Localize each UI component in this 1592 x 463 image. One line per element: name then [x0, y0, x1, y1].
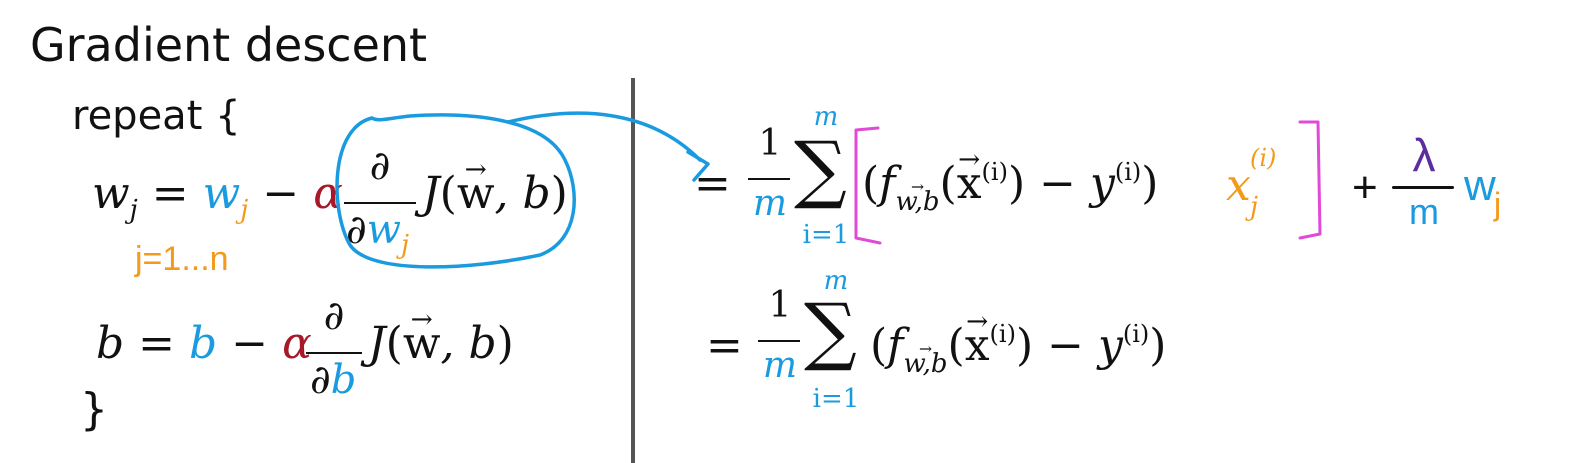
sigma-symbol: ∑	[794, 126, 847, 212]
x-symbol: x	[1226, 160, 1251, 211]
close-paren: )	[1141, 158, 1159, 209]
f-symbol: f	[887, 320, 904, 371]
fraction-bar	[748, 178, 790, 180]
partial-symbol: ∂	[346, 207, 367, 253]
equals-sign: =	[138, 318, 176, 369]
page-title: Gradient descent	[30, 18, 428, 72]
minus-sign: −	[1047, 320, 1084, 371]
J-symbol: J	[422, 168, 440, 219]
w-symbol-blue: w	[1464, 161, 1496, 210]
w-subscript-j-orange: j	[240, 195, 249, 225]
fraction-m: m	[1409, 191, 1439, 232]
x-superscript: (i)	[981, 158, 1008, 186]
close-paren: )	[1015, 320, 1034, 371]
sum-lower-limit: i=1	[802, 220, 850, 250]
w-subscript-j-orange: j	[400, 230, 409, 260]
w-subscript-j: j	[129, 195, 138, 225]
x-j-superscript: (i)	[1250, 144, 1277, 172]
open-paren: (	[947, 320, 965, 371]
fraction-bar	[344, 202, 416, 204]
b-symbol-blue: b	[330, 357, 357, 403]
vector-w: w	[457, 172, 495, 216]
partial-denominator: ∂wj	[346, 207, 409, 258]
cost-function: J(w, b)	[368, 322, 514, 366]
open-paren: (	[862, 158, 880, 209]
equals-sign: =	[151, 168, 189, 219]
pink-right-bracket	[1298, 120, 1322, 240]
vector-x: x	[965, 324, 990, 368]
residual-term: (fw,b(x(i)) − y(i))	[870, 322, 1166, 377]
y-superscript: (i)	[1114, 158, 1142, 186]
fraction-bar	[758, 340, 800, 342]
sum-lower-limit: i=1	[812, 384, 860, 414]
minus-sign: −	[1039, 158, 1076, 209]
open-paren: (	[870, 320, 888, 371]
w-subscript-j-orange: j	[1494, 186, 1502, 222]
f-symbol: f	[879, 158, 896, 209]
partial-numerator: ∂	[369, 143, 391, 189]
circle-annotation	[335, 113, 576, 269]
close-paren: )	[550, 168, 568, 219]
curved-arrow	[506, 111, 702, 162]
fraction-m: m	[752, 183, 788, 224]
f-subscript: w,b	[903, 349, 947, 379]
fraction-one: 1	[768, 285, 792, 326]
x-j-subscript: j	[1250, 192, 1259, 222]
repeat-label: repeat {	[72, 93, 241, 139]
open-paren: (	[439, 168, 457, 219]
fraction-bar	[306, 352, 362, 354]
minus-sign: −	[231, 318, 269, 369]
comma-b: , b	[440, 318, 497, 369]
comma-b: , b	[494, 168, 551, 219]
J-symbol: J	[368, 318, 386, 369]
y-symbol: y	[1098, 320, 1123, 371]
alpha-symbol: α	[282, 318, 312, 369]
w-update-equation: wj = wj − α	[92, 172, 343, 224]
residual-term: (fw,b(x(i)) − y(i))	[862, 160, 1158, 215]
y-superscript: (i)	[1122, 320, 1150, 348]
divider-line	[631, 78, 635, 463]
partial-numerator: ∂	[323, 293, 345, 339]
lambda-symbol: λ	[1412, 129, 1436, 181]
w-symbol-blue: w	[366, 207, 401, 253]
minus-sign: −	[262, 168, 300, 219]
pink-left-bracket	[854, 126, 882, 245]
y-symbol: y	[1090, 158, 1115, 209]
fraction-bar	[1392, 186, 1454, 189]
close-paren: )	[1149, 320, 1167, 371]
partial-denominator: ∂b	[310, 360, 356, 400]
close-paren: )	[1007, 158, 1026, 209]
cost-function: J(w, b)	[422, 172, 568, 216]
plus-sign: +	[1352, 163, 1378, 212]
x-j-term: x	[1226, 164, 1251, 208]
fraction-one: 1	[758, 123, 782, 164]
open-paren: (	[385, 318, 403, 369]
index-range-annotation: j=1...n	[135, 240, 229, 278]
w-symbol-blue: w	[202, 168, 241, 219]
equals-sign: =	[694, 158, 731, 209]
open-paren: (	[939, 158, 957, 209]
sum-upper-limit: m	[813, 102, 839, 132]
close-paren: )	[496, 318, 514, 369]
b-symbol-blue: b	[189, 318, 218, 369]
b-symbol: b	[96, 318, 125, 369]
close-brace: }	[80, 384, 108, 435]
partial-symbol: ∂	[310, 357, 331, 403]
f-subscript: w,b	[895, 187, 939, 217]
sigma-symbol: ∑	[804, 288, 857, 374]
vector-w: w	[403, 322, 441, 366]
fraction-m: m	[762, 345, 798, 386]
equals-sign: =	[706, 320, 743, 371]
x-superscript: (i)	[989, 320, 1016, 348]
arrow-head	[686, 150, 710, 182]
vector-x: x	[957, 162, 982, 206]
w-symbol: w	[92, 168, 130, 219]
sum-upper-limit: m	[823, 266, 849, 296]
b-update-equation: b = b − α	[96, 322, 312, 366]
